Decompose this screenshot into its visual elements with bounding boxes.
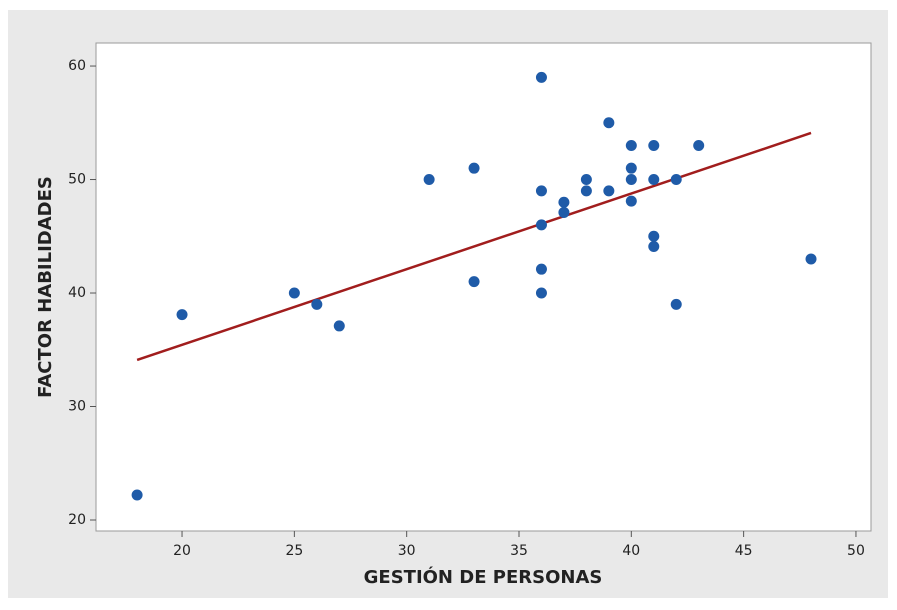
y-tick-label: 40	[68, 285, 86, 301]
y-tick-label: 20	[68, 512, 86, 528]
x-tick-label: 35	[510, 543, 528, 559]
y-axis-label: FACTOR HABILIDADES	[35, 176, 56, 398]
point	[648, 230, 660, 242]
y-tick-label: 30	[68, 399, 86, 415]
point	[648, 174, 660, 186]
point	[558, 206, 570, 218]
point	[468, 162, 480, 174]
point	[670, 298, 682, 310]
point	[131, 489, 143, 501]
point	[580, 185, 592, 197]
point	[558, 196, 570, 208]
point	[805, 253, 817, 265]
x-tick-label: 50	[847, 543, 865, 559]
point	[333, 320, 345, 332]
point	[535, 287, 547, 299]
point	[648, 139, 660, 151]
point	[535, 71, 547, 83]
point	[176, 309, 188, 321]
point	[625, 139, 637, 151]
point	[580, 174, 592, 186]
point	[535, 219, 547, 231]
point	[670, 174, 682, 186]
x-tick-label: 40	[622, 543, 640, 559]
point	[648, 240, 660, 252]
point	[468, 276, 480, 288]
point	[625, 195, 637, 207]
point	[311, 298, 323, 310]
point	[288, 287, 300, 299]
x-axis-label: GESTIÓN DE PERSONAS	[364, 566, 603, 588]
x-tick-label: 20	[173, 543, 191, 559]
point	[423, 174, 435, 186]
point	[625, 174, 637, 186]
point	[603, 185, 615, 197]
point	[693, 139, 705, 151]
y-tick-label: 60	[68, 58, 86, 74]
fit-line	[136, 131, 812, 362]
point	[625, 162, 637, 174]
y-tick-label: 50	[68, 172, 86, 188]
point	[535, 263, 547, 275]
x-tick-label: 25	[285, 543, 303, 559]
plot-area	[95, 42, 872, 532]
x-tick-label: 45	[735, 543, 753, 559]
point	[535, 185, 547, 197]
point	[603, 117, 615, 129]
x-tick-label: 30	[398, 543, 416, 559]
